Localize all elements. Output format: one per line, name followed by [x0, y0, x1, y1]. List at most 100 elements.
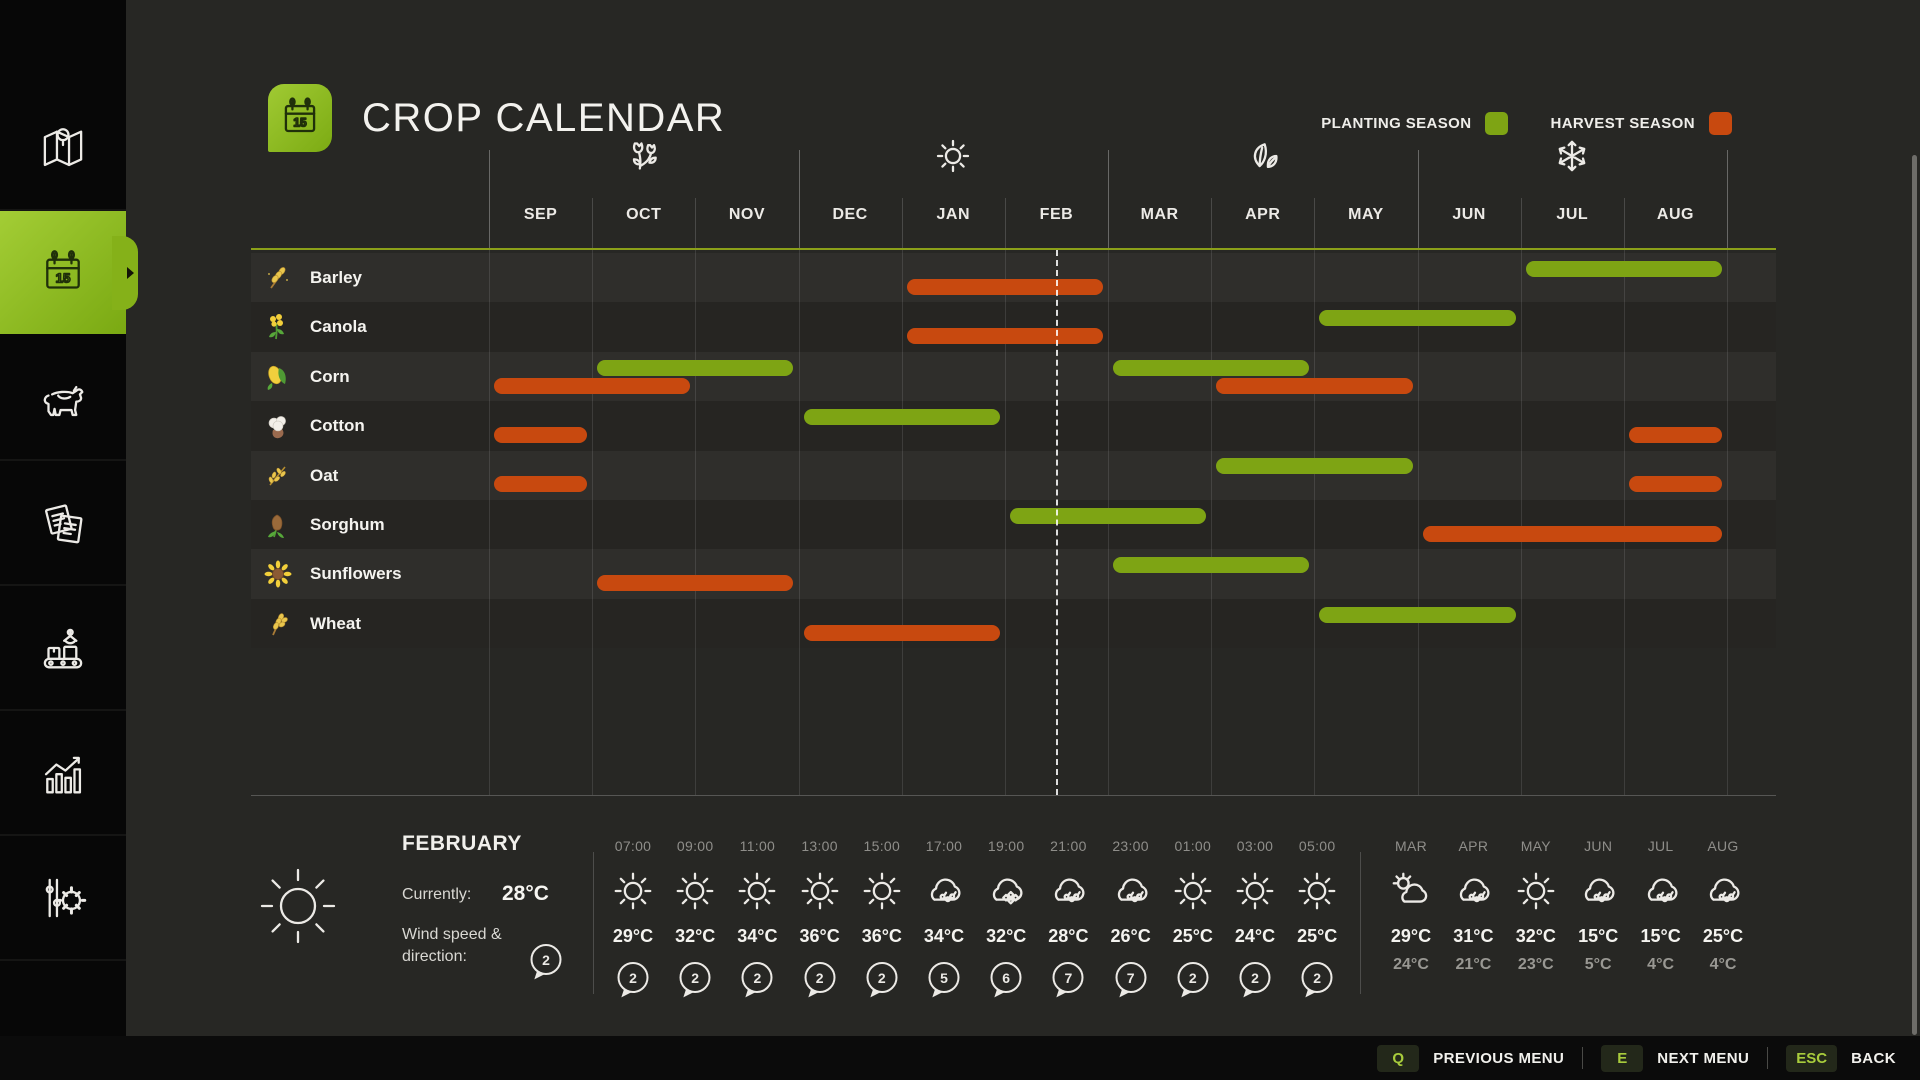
- sidebar-item-contracts[interactable]: [0, 461, 126, 586]
- cloud-rain-icon: [1700, 868, 1746, 914]
- chart-header-underline: [251, 248, 1776, 250]
- monthly-month: JUN: [1584, 838, 1613, 854]
- month-label-oct: OCT: [626, 206, 662, 223]
- planting-bar-sorghum: [1009, 507, 1207, 524]
- month-label-apr: APR: [1245, 206, 1281, 223]
- key-badge-esc: ESC: [1786, 1044, 1838, 1072]
- wind-pin-icon: 2: [1239, 962, 1271, 993]
- crop-name: Sorghum: [310, 515, 385, 534]
- sidebar-item-production[interactable]: [0, 586, 126, 711]
- hourly-temp: 29°C: [612, 926, 654, 946]
- footer-button-label: BACK: [1851, 1049, 1896, 1067]
- svg-text:15: 15: [56, 270, 71, 285]
- sidebar-item-statistics[interactable]: [0, 711, 126, 836]
- crop-calendar-header-icon: 15: [268, 84, 332, 152]
- monthly-high-temp: 15°C: [1640, 926, 1681, 946]
- crop-name: Canola: [310, 317, 367, 337]
- hourly-time: 17:00: [925, 838, 963, 854]
- currently-label: Currently:: [402, 886, 472, 903]
- hourly-time: 19:00: [987, 838, 1025, 854]
- month-gridline: [695, 250, 697, 795]
- hourly-time: 03:00: [1236, 838, 1274, 854]
- crop-row: [251, 401, 1776, 451]
- crop-row: [251, 549, 1776, 599]
- planting-season-swatch: [1485, 112, 1509, 135]
- planting-bar-barley: [1525, 260, 1723, 277]
- crop-name: Oat: [310, 465, 339, 485]
- crop-name: Sunflowers: [310, 564, 402, 584]
- scrollbar[interactable]: [1912, 155, 1917, 1035]
- hourly-time: 07:00: [614, 838, 652, 854]
- wheat-icon: [264, 610, 292, 638]
- hourly-temp: 34°C: [923, 926, 965, 946]
- sidebar-item-settings[interactable]: [0, 836, 126, 961]
- hourly-temp: 34°C: [737, 926, 778, 946]
- current-date-marker: [1056, 250, 1059, 795]
- active-tab-arrow-icon: [127, 266, 134, 279]
- cloud-rain-icon: [1450, 868, 1496, 914]
- footer-button-next-menu[interactable]: E NEXT MENU: [1601, 1044, 1750, 1072]
- harvest-season-swatch: [1709, 112, 1732, 135]
- sun-icon: [1513, 868, 1559, 914]
- harvest-bar-oat: [494, 476, 588, 493]
- cloud-rain-icon: [1045, 868, 1091, 914]
- settings-sliders-icon: [34, 869, 92, 927]
- hourly-time: 09:00: [676, 838, 714, 854]
- hourly-temp: 24°C: [1234, 926, 1276, 946]
- chart-baseline: [251, 795, 1776, 796]
- sun-icon: [1170, 868, 1216, 914]
- sidebar-item-calendar[interactable]: 15: [0, 211, 138, 334]
- wind-pin-icon: 7: [1052, 962, 1084, 993]
- production-icon: [34, 619, 92, 677]
- footer-button-back[interactable]: ESC BACK: [1786, 1044, 1896, 1072]
- wind-pin-icon: 2: [679, 962, 711, 993]
- statistics-icon: [34, 744, 92, 802]
- hourly-temp: 25°C: [1172, 926, 1213, 946]
- key-badge-e: E: [1601, 1044, 1644, 1072]
- active-tab-bump: [112, 235, 138, 310]
- current-weather-icon: [250, 858, 346, 954]
- month-header-tick: [1004, 198, 1006, 250]
- harvest-bar-canola: [906, 328, 1103, 345]
- footer-button-label: PREVIOUS MENU: [1433, 1049, 1565, 1067]
- month-gridline: [1314, 250, 1316, 795]
- harvest-bar-sorghum: [1422, 525, 1723, 542]
- sidebar-item-animals[interactable]: [0, 336, 126, 461]
- crop-label-sunflowers: Sunflowers: [264, 549, 402, 599]
- harvest-bar-oat: [1628, 476, 1723, 493]
- calendar-icon: 15: [34, 244, 92, 302]
- monthly-low-temp: 21°C: [1455, 956, 1492, 973]
- month-header-tick: [695, 198, 697, 250]
- cloud-rain-icon: [921, 868, 967, 914]
- planting-bar-cotton: [803, 408, 1000, 425]
- sorghum-icon: [264, 511, 292, 539]
- monthly-high-temp: 32°C: [1515, 926, 1556, 946]
- current-wind-pin-icon: 2: [530, 944, 562, 975]
- month-label-nov: NOV: [728, 206, 766, 223]
- cloud-hail-icon: [983, 868, 1029, 914]
- hourly-temp: 26°C: [1110, 926, 1151, 946]
- month-label-mar: MAR: [1140, 206, 1179, 223]
- monthly-low-temp: 4°C: [1709, 956, 1737, 973]
- monthly-high-temp: 15°C: [1578, 926, 1619, 946]
- monthly-month: MAY: [1520, 838, 1551, 854]
- month-label-may: MAY: [1348, 206, 1384, 223]
- barley-icon: [264, 264, 292, 292]
- crop-name: Corn: [310, 366, 350, 386]
- crop-label-canola: Canola: [264, 302, 367, 352]
- crop-label-oat: Oat: [264, 451, 338, 501]
- month-gridline: [1417, 250, 1419, 795]
- month-gridline: [798, 250, 800, 795]
- season-divider: [489, 150, 490, 250]
- crop-name: Cotton: [310, 416, 365, 436]
- page-title: CROP CALENDAR: [362, 96, 726, 140]
- wind-speed-label: Wind speed & direction:: [402, 926, 502, 965]
- wind-pin-icon: 2: [617, 962, 649, 993]
- wind-pin-icon: 2: [741, 962, 773, 993]
- svg-text:15: 15: [293, 116, 307, 130]
- footer-button-previous-menu[interactable]: Q PREVIOUS MENU: [1377, 1044, 1565, 1072]
- footer-button-label: NEXT MENU: [1657, 1049, 1750, 1067]
- sidebar-item-map[interactable]: [0, 86, 126, 211]
- wind-pin-icon: 7: [1115, 962, 1147, 993]
- harvest-season-label: HARVEST SEASON: [1550, 115, 1695, 132]
